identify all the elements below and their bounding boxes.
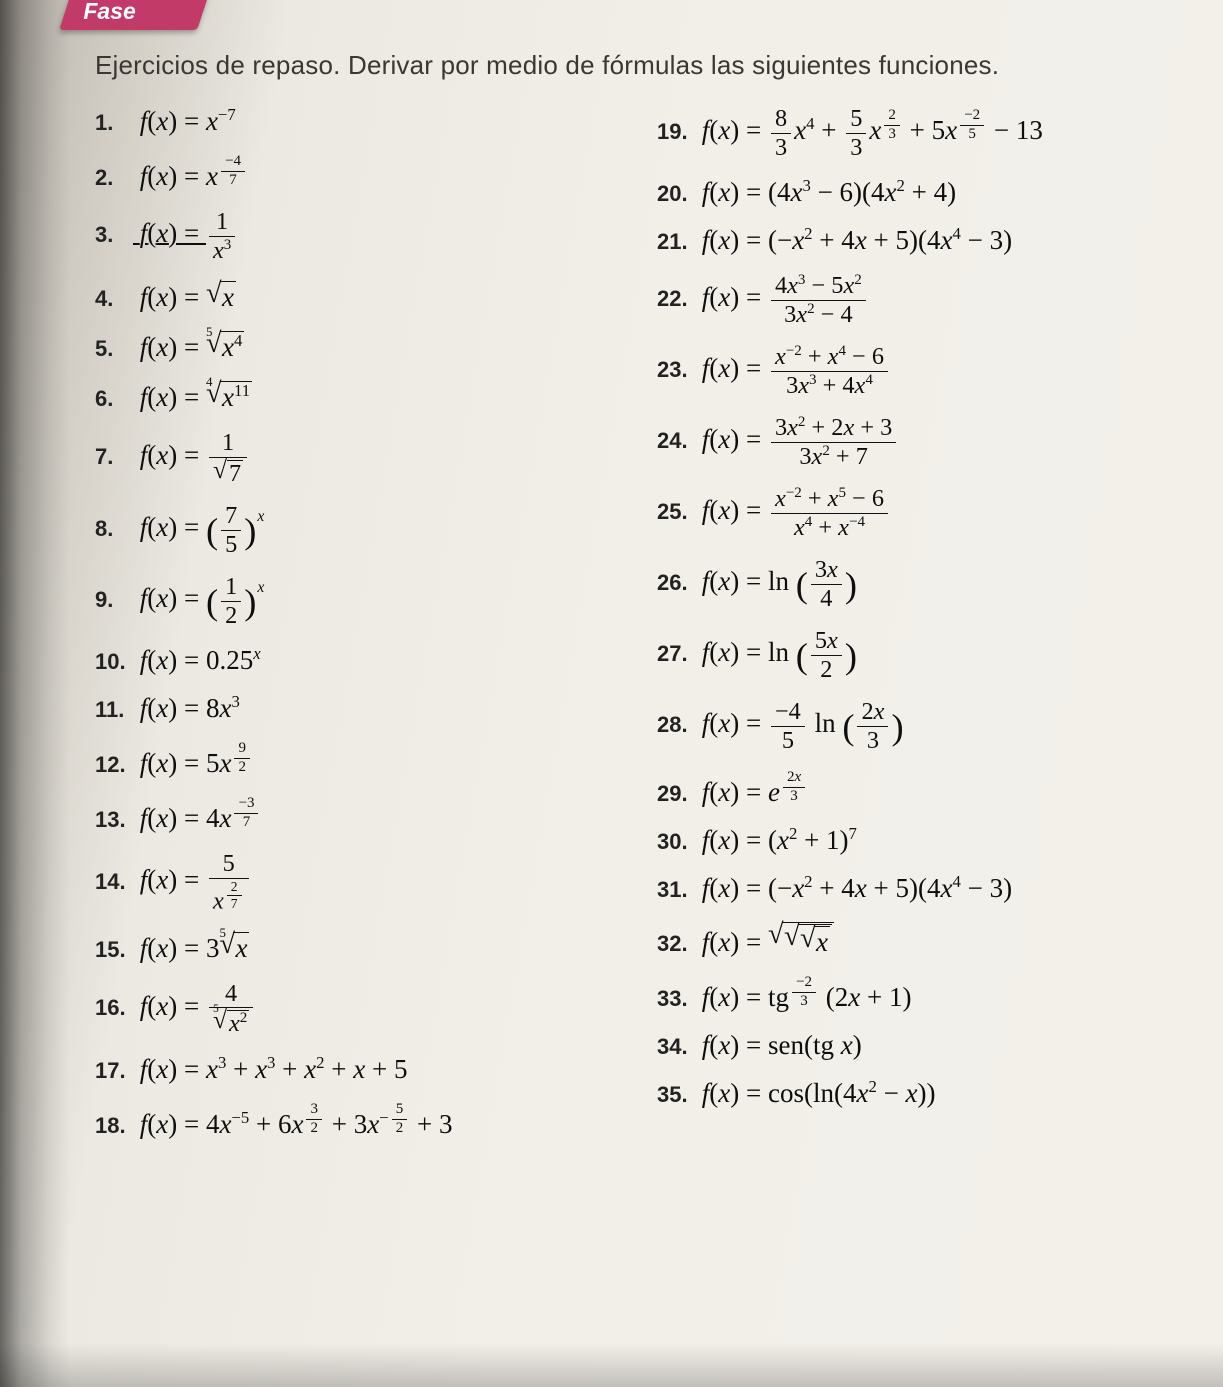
exercise-item: 18. f(x) = 4x−5 + 6x32 + 3x−52 + 3: [95, 1102, 621, 1140]
exercise-item: 33. f(x) = tg−23 (2x + 1): [657, 975, 1183, 1013]
exercise-item: 1. f(x) = x−7: [95, 106, 621, 137]
exercise-number: 28.: [657, 712, 689, 738]
exercise-number: 6.: [95, 386, 127, 412]
exercise-item: 28. f(x) = −45 ln (2x3): [657, 699, 1183, 753]
exercise-number: 12.: [95, 752, 127, 778]
exercise-item: 29. f(x) = e2x3: [657, 770, 1183, 808]
exercise-item: 24. f(x) = 3x2 + 2x + 33x2 + 7: [657, 415, 1183, 469]
exercise-number: 24.: [657, 428, 689, 454]
exercise-number: 31.: [657, 877, 689, 903]
exercise-item: 7. f(x) = 17: [95, 430, 621, 486]
exercise-item: 2. f(x) = x−47: [95, 154, 621, 192]
exercise-item: 9. f(x) = (12)x: [95, 574, 621, 628]
exercise-item: 15. f(x) = 35x: [95, 931, 621, 964]
exercise-number: 32.: [657, 931, 689, 957]
exercise-number: 3.: [95, 222, 127, 248]
exercise-number: 26.: [657, 570, 689, 596]
exercise-item: 12. f(x) = 5x92: [95, 741, 621, 779]
exercise-number: 13.: [95, 807, 127, 833]
exercise-item: 25. f(x) = x−2 + x5 − 6x4 + x−4: [657, 486, 1183, 540]
exercise-number: 21.: [657, 229, 689, 255]
exercise-number: 15.: [95, 937, 127, 963]
exercise-number: 4.: [95, 286, 127, 312]
exercise-item: 26. f(x) = ln (3x4): [657, 557, 1183, 611]
exercise-item: 21. f(x) = (−x2 + 4x + 5)(4x4 − 3): [657, 225, 1183, 256]
exercise-number: 23.: [657, 357, 689, 383]
exercise-item: 31. f(x) = (−x2 + 4x + 5)(4x4 − 3): [657, 873, 1183, 904]
exercise-item: 10. f(x) = 0.25x: [95, 645, 621, 676]
exercise-item: 11. f(x) = 8x3: [95, 693, 621, 724]
exercise-number: 11.: [95, 697, 127, 723]
exercise-item: 23. f(x) = x−2 + x4 − 63x3 + 4x4: [657, 344, 1183, 398]
section-tab: Fase: [59, 0, 209, 30]
exercise-item: 34. f(x) = sen(tg x): [657, 1030, 1183, 1061]
columns-container: 1. f(x) = x−7 2. f(x) = x−47 3. f(x) = 1…: [95, 89, 1183, 1154]
right-column: 19. f(x) = 83x4 + 53x23 + 5x−25 − 13 20.…: [657, 89, 1183, 1154]
exercise-item: 32. f(x) = x: [657, 921, 1183, 958]
section-tab-label: Fase: [83, 0, 135, 28]
exercise-number: 8.: [95, 516, 127, 542]
exercise-item: 16. f(x) = 45x2: [95, 981, 621, 1037]
exercise-item: 6. f(x) = 4x11: [95, 380, 621, 413]
left-column: 1. f(x) = x−7 2. f(x) = x−47 3. f(x) = 1…: [95, 89, 621, 1154]
exercise-number: 19.: [657, 119, 689, 145]
exercise-number: 5.: [95, 336, 127, 362]
exercise-number: 20.: [657, 181, 689, 207]
exercise-item: 35. f(x) = cos(ln(4x2 − x)): [657, 1078, 1183, 1109]
exercise-number: 14.: [95, 869, 127, 895]
exercise-number: 25.: [657, 499, 689, 525]
exercise-item: 27. f(x) = ln (5x2): [657, 628, 1183, 682]
exercise-number: 17.: [95, 1058, 127, 1084]
exercise-number: 10.: [95, 649, 127, 675]
exercise-item: 20. f(x) = (4x3 − 6)(4x2 + 4): [657, 177, 1183, 208]
exercise-item: 13. f(x) = 4x−37: [95, 796, 621, 834]
exercise-number: 33.: [657, 986, 689, 1012]
exercise-item: 19. f(x) = 83x4 + 53x23 + 5x−25 − 13: [657, 106, 1183, 160]
instructions-text: Ejercicios de repaso. Derivar por medio …: [95, 50, 1183, 81]
exercise-number: 2.: [95, 165, 127, 191]
exercise-item: 22. f(x) = 4x3 − 5x23x2 − 4: [657, 273, 1183, 327]
exercise-number: 30.: [657, 829, 689, 855]
textbook-page: Fase Ejercicios de repaso. Derivar por m…: [0, 0, 1223, 1387]
exercise-number: 35.: [657, 1082, 689, 1108]
exercise-number: 34.: [657, 1034, 689, 1060]
exercise-number: 16.: [95, 995, 127, 1021]
exercise-item: 17. f(x) = x3 + x3 + x2 + x + 5: [95, 1054, 621, 1085]
exercise-number: 7.: [95, 444, 127, 470]
exercise-number: 9.: [95, 587, 127, 613]
exercise-item: 14. f(x) = 5x27: [95, 851, 621, 913]
exercise-number: 29.: [657, 781, 689, 807]
exercise-number: 18.: [95, 1113, 127, 1139]
exercise-item: 5. f(x) = 5x4: [95, 330, 621, 363]
exercise-item: 8. f(x) = (75)x: [95, 503, 621, 557]
exercise-number: 1.: [95, 110, 127, 136]
exercise-number: 27.: [657, 641, 689, 667]
exercise-item: 30. f(x) = (x2 + 1)7: [657, 825, 1183, 856]
exercise-item: 3. f(x) = 1x3: [95, 209, 621, 263]
exercise-item: 4. f(x) = x: [95, 280, 621, 313]
exercise-number: 22.: [657, 286, 689, 312]
